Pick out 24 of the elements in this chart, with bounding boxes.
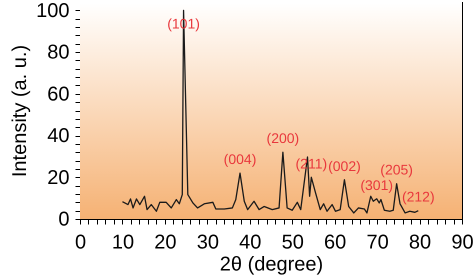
x-tick-label: 70 <box>366 232 389 254</box>
annotation: (200) <box>266 130 300 146</box>
x-tick-label: 0 <box>74 232 86 254</box>
x-tick-label: 80 <box>408 232 432 254</box>
x-axis-title: 2θ (degree) <box>220 254 324 276</box>
y-tick-label: 0 <box>58 208 70 230</box>
annotation: (301) <box>360 176 394 193</box>
annotation: (212) <box>402 188 435 205</box>
x-tick-label: 20 <box>154 232 177 254</box>
y-tick-label: 60 <box>47 83 70 106</box>
x-tick-label: 50 <box>282 232 304 254</box>
annotation: (004) <box>224 151 256 168</box>
y-tick-label: 20 <box>47 166 70 189</box>
annotation: (205) <box>380 162 413 178</box>
x-tick-label: 90 <box>451 232 474 254</box>
x-tick-label: 40 <box>239 232 262 254</box>
y-tick-label: 100 <box>36 0 70 22</box>
y-axis-title: Intensity (a. u.) <box>9 44 32 178</box>
x-tick-label: 10 <box>112 232 134 254</box>
x-tick-label: 60 <box>324 232 346 254</box>
annotation: (002) <box>328 158 361 174</box>
y-tick-label: 40 <box>47 125 70 148</box>
x-tick-label: 30 <box>196 232 219 254</box>
y-tick-label: 80 <box>47 42 70 64</box>
